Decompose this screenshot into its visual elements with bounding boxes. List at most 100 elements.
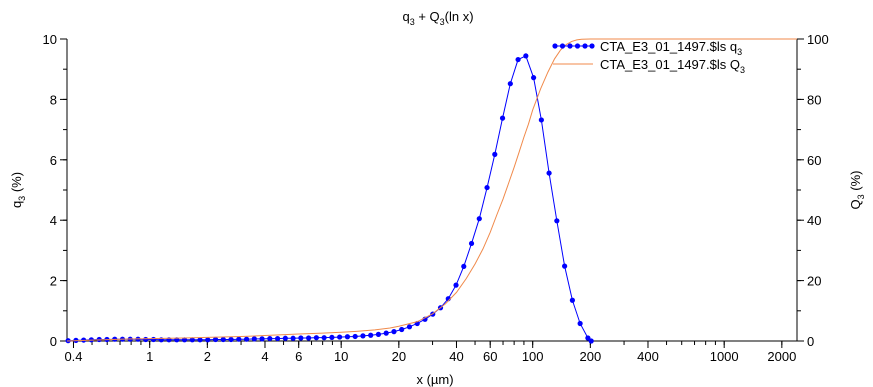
- y-left-tick-label: 4: [50, 213, 57, 228]
- series-q3-density-line: [68, 55, 592, 342]
- q3-data-point: [406, 324, 413, 330]
- q3-data-point: [282, 335, 288, 341]
- y-axis-right-ticks: 0 20 40 60 80 100: [797, 32, 829, 349]
- q3-data-point: [267, 335, 273, 342]
- legend-q3-sub: 3: [737, 47, 742, 57]
- x-tick-label: 400: [637, 349, 659, 364]
- q3-data-point: [321, 335, 327, 341]
- legend-entry-q3: CTA_E3_01_1497.$ls q3: [552, 39, 742, 57]
- legend-entry-Q3: CTA_E3_01_1497.$ls Q3: [553, 57, 745, 75]
- q3-data-point: [468, 240, 475, 247]
- q3-data-point: [507, 81, 513, 87]
- q3-data-point: [212, 336, 219, 343]
- q3-data-point: [189, 337, 195, 343]
- q3-data-point: [150, 336, 157, 343]
- title-sub1: 3: [410, 17, 415, 27]
- q3-data-point: [274, 335, 281, 342]
- x-tick-label: 1: [146, 349, 153, 364]
- q3-data-point: [383, 330, 389, 336]
- legend-Q3-label: CTA_E3_01_1497.$ls Q3: [600, 57, 745, 75]
- q3-data-point: [515, 56, 521, 63]
- legend-q3-marker: [574, 43, 581, 49]
- axes: [66, 39, 798, 342]
- q3-data-point: [205, 337, 211, 343]
- legend: CTA_E3_01_1497.$ls q3 CTA_E3_01_1497.$ls…: [552, 39, 745, 75]
- q3-data-point: [352, 333, 358, 340]
- q3-data-point: [585, 335, 591, 341]
- q3-data-point: [228, 336, 234, 343]
- x-tick-label: 40: [449, 349, 463, 364]
- y-left-tick-label: 6: [50, 153, 57, 168]
- x-tick-label: 1000: [710, 349, 739, 364]
- legend-q3-marker: [552, 43, 558, 49]
- ylabel-left-sub: 3: [17, 196, 27, 201]
- q3-data-point: [344, 334, 351, 340]
- chart-title: q3 + Q3(ln x): [402, 9, 473, 27]
- y-right-tick-label: 20: [807, 274, 821, 289]
- y-right-tick-label: 100: [807, 32, 829, 47]
- legend-q3-marker: [559, 43, 566, 49]
- q3-data-point: [531, 75, 537, 81]
- q3-data-point: [251, 336, 257, 342]
- y-right-tick-label: 80: [807, 92, 821, 107]
- series-Q3-cumulative-line: [66, 38, 797, 342]
- x-tick-label: 200: [579, 349, 601, 364]
- q3-data-point: [499, 115, 506, 121]
- q3-data-point: [143, 336, 149, 343]
- q3-data-point: [368, 332, 374, 338]
- x-tick-label: 60: [483, 349, 497, 364]
- q3-data-point: [375, 331, 382, 337]
- x-tick-label: 10: [334, 349, 348, 364]
- y-right-tick-label: 40: [807, 213, 821, 228]
- q3-data-point: [461, 263, 467, 270]
- q3-data-point: [484, 184, 490, 191]
- title-main: q: [402, 9, 409, 24]
- q3-data-point: [329, 334, 335, 340]
- q3-data-point: [476, 216, 482, 222]
- ylabel-right-main: Q: [848, 199, 863, 209]
- q3-data-point: [588, 338, 594, 344]
- q3-data-point: [399, 326, 405, 333]
- legend-Q3-sub: 3: [740, 65, 745, 75]
- q3-data-point: [492, 151, 498, 157]
- q3-data-point: [577, 320, 583, 327]
- q3-data-point: [453, 282, 459, 288]
- q3-data-point: [391, 329, 397, 335]
- q3-data-point: [313, 335, 319, 341]
- x-tick-label: 20: [392, 349, 406, 364]
- legend-Q3-main: CTA_E3_01_1497.$ls Q: [600, 57, 740, 72]
- title-mid: + Q: [415, 9, 440, 24]
- x-axis-ticks: 0.4 1 2 4 6 10 20 40 60 100 200 400 1000 2000: [64, 341, 796, 364]
- ylabel-right-end: (%): [848, 171, 863, 195]
- q3-data-point: [259, 336, 265, 342]
- x-axis-title: x (µm): [416, 372, 453, 387]
- series-layer: [65, 38, 797, 344]
- y-left-tick-label: 8: [50, 92, 57, 107]
- ylabel-left-end: (%): [9, 172, 24, 196]
- y-axis-left-ticks: 0 2 4 6 8 10: [43, 32, 67, 349]
- q3-data-point: [523, 53, 529, 59]
- x-tick-label: 100: [522, 349, 544, 364]
- y-axis-left-title: q3 (%): [9, 172, 27, 208]
- x-tick-label: 4: [261, 349, 268, 364]
- q3-data-point: [554, 218, 560, 224]
- legend-q3-marker: [582, 43, 588, 49]
- x-tick-label: 2000: [767, 349, 796, 364]
- q3-data-point: [197, 337, 203, 343]
- title-end: (ln x): [445, 9, 474, 24]
- q3-data-point: [337, 334, 343, 340]
- q3-data-point: [569, 297, 576, 303]
- q3-data-point: [360, 333, 366, 339]
- y-left-tick-label: 10: [43, 32, 57, 47]
- legend-q3-main: CTA_E3_01_1497.$ls q: [600, 39, 737, 54]
- q3-data-point: [236, 336, 242, 342]
- x-tick-label: 0.4: [64, 349, 82, 364]
- q3-data-point: [306, 335, 312, 341]
- q3-data-point: [243, 336, 250, 342]
- y-axis-right-title: Q3 (%): [848, 171, 866, 210]
- legend-q3-label: CTA_E3_01_1497.$ls q3: [600, 39, 742, 57]
- legend-q3-marker: [567, 43, 573, 49]
- y-left-tick-label: 2: [50, 274, 57, 289]
